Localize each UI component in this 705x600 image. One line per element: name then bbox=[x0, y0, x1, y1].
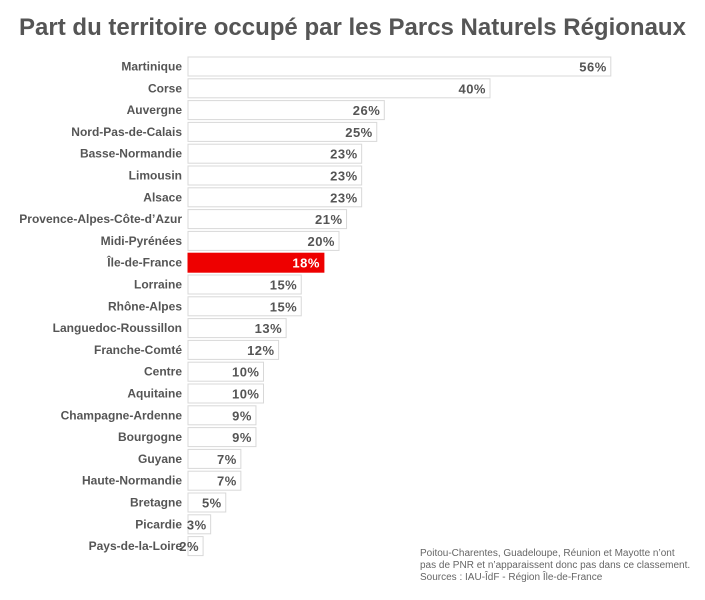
category-label: Franche-Comté bbox=[94, 343, 182, 357]
footnote-line: Poitou-Charentes, Guadeloupe, Réunion et… bbox=[420, 548, 675, 559]
value-label: 7% bbox=[217, 474, 237, 489]
category-label: Île-de-France bbox=[106, 255, 182, 270]
bar-row: Bretagne 5% bbox=[130, 492, 227, 513]
bar bbox=[187, 209, 348, 230]
bar-row: Champagne-Ardenne 9% bbox=[61, 405, 257, 426]
bar bbox=[187, 427, 257, 448]
category-label: Corse bbox=[148, 81, 182, 95]
bar bbox=[187, 121, 378, 142]
value-label: 2% bbox=[179, 539, 199, 554]
category-label: Martinique bbox=[121, 60, 182, 74]
bar-row: Bourgogne 9% bbox=[118, 427, 257, 448]
bar bbox=[187, 405, 257, 426]
bar-row: Alsace 23% bbox=[143, 187, 363, 208]
category-label: Languedoc-Roussillon bbox=[53, 321, 182, 335]
bar bbox=[187, 448, 242, 469]
bar bbox=[187, 56, 612, 77]
value-label: 56% bbox=[579, 60, 607, 75]
value-label: 15% bbox=[270, 278, 298, 293]
category-label: Lorraine bbox=[134, 278, 182, 292]
value-label: 25% bbox=[345, 125, 373, 140]
value-label: 26% bbox=[353, 103, 381, 118]
footnote-line: pas de PNR et n’apparaissent donc pas da… bbox=[420, 560, 691, 571]
value-label: 21% bbox=[315, 212, 343, 227]
footnote-line: Sources : IAU-ÎdF - Région Île-de-France bbox=[420, 572, 603, 583]
value-label: 40% bbox=[458, 81, 486, 96]
category-label: Bretagne bbox=[130, 496, 182, 510]
value-label: 12% bbox=[247, 343, 275, 358]
bar-row: Limousin 23% bbox=[129, 165, 363, 186]
bar-row: Lorraine 15% bbox=[134, 274, 302, 295]
bar-row: Centre 10% bbox=[144, 361, 264, 382]
value-label: 10% bbox=[232, 365, 260, 380]
bar bbox=[187, 536, 204, 557]
category-label: Rhône-Alpes bbox=[108, 299, 182, 313]
value-label: 3% bbox=[187, 517, 207, 532]
bar-row: Picardie 3% bbox=[135, 514, 212, 535]
category-label: Champagne-Ardenne bbox=[61, 408, 183, 422]
value-label: 15% bbox=[270, 299, 298, 314]
value-label: 23% bbox=[330, 190, 358, 205]
bar bbox=[187, 78, 491, 99]
footnote: Poitou-Charentes, Guadeloupe, Réunion et… bbox=[420, 548, 705, 584]
bar-row: Provence-Alpes-Côte-d’Azur 21% bbox=[19, 209, 348, 230]
category-label: Guyane bbox=[138, 452, 182, 466]
bar bbox=[187, 318, 287, 339]
bar-row: Languedoc-Roussillon 13% bbox=[53, 318, 287, 339]
value-label: 9% bbox=[232, 408, 252, 423]
bar-row: Nord-Pas-de-Calais 25% bbox=[71, 121, 378, 142]
category-label: Basse-Normandie bbox=[80, 147, 182, 161]
category-label: Midi-Pyrénées bbox=[101, 234, 183, 248]
category-label: Haute-Normandie bbox=[82, 474, 182, 488]
category-label: Aquitaine bbox=[127, 387, 182, 401]
bar-row: Martinique 56% bbox=[121, 56, 612, 77]
value-label: 7% bbox=[217, 452, 237, 467]
value-label: 9% bbox=[232, 430, 252, 445]
bar bbox=[187, 492, 227, 513]
bar-row: Auvergne 26% bbox=[127, 100, 385, 121]
bar-row: Midi-Pyrénées 20% bbox=[101, 230, 340, 251]
value-label: 5% bbox=[202, 496, 222, 511]
category-label: Bourgogne bbox=[118, 430, 182, 444]
bar-row: Basse-Normandie 23% bbox=[80, 143, 363, 164]
value-label: 23% bbox=[330, 147, 358, 162]
bar bbox=[187, 339, 280, 360]
value-label: 13% bbox=[255, 321, 283, 336]
bar-row: Rhône-Alpes 15% bbox=[108, 296, 302, 317]
value-label: 18% bbox=[292, 256, 320, 271]
bar-highlight bbox=[187, 252, 325, 273]
bar-row: Corse 40% bbox=[148, 78, 491, 99]
bar bbox=[187, 383, 264, 404]
bar-row: Franche-Comté 12% bbox=[94, 339, 280, 360]
category-label: Nord-Pas-de-Calais bbox=[71, 125, 182, 139]
bar bbox=[187, 187, 363, 208]
value-label: 20% bbox=[307, 234, 335, 249]
chart-title: Part du territoire occupé par les Parcs … bbox=[19, 14, 686, 41]
bar bbox=[187, 470, 242, 491]
bar bbox=[187, 100, 385, 121]
bar-row: Haute-Normandie 7% bbox=[82, 470, 242, 491]
bar bbox=[187, 274, 302, 295]
category-label: Provence-Alpes-Côte-d’Azur bbox=[19, 212, 182, 226]
bar bbox=[187, 165, 363, 186]
bar bbox=[187, 230, 340, 251]
category-label: Pays-de-la-Loire bbox=[89, 539, 183, 553]
value-label: 10% bbox=[232, 387, 260, 402]
category-label: Auvergne bbox=[127, 103, 183, 117]
category-label: Picardie bbox=[135, 517, 182, 531]
category-label: Alsace bbox=[143, 190, 182, 204]
bar bbox=[187, 361, 264, 382]
bar-row: Île-de-France 18% bbox=[106, 252, 325, 273]
bar bbox=[187, 143, 363, 164]
category-label: Limousin bbox=[129, 169, 182, 183]
bar-row: Guyane 7% bbox=[138, 448, 242, 469]
value-label: 23% bbox=[330, 169, 358, 184]
category-label: Centre bbox=[144, 365, 182, 379]
bar-row: Aquitaine 10% bbox=[127, 383, 264, 404]
bar bbox=[187, 514, 212, 535]
bar bbox=[187, 296, 302, 317]
